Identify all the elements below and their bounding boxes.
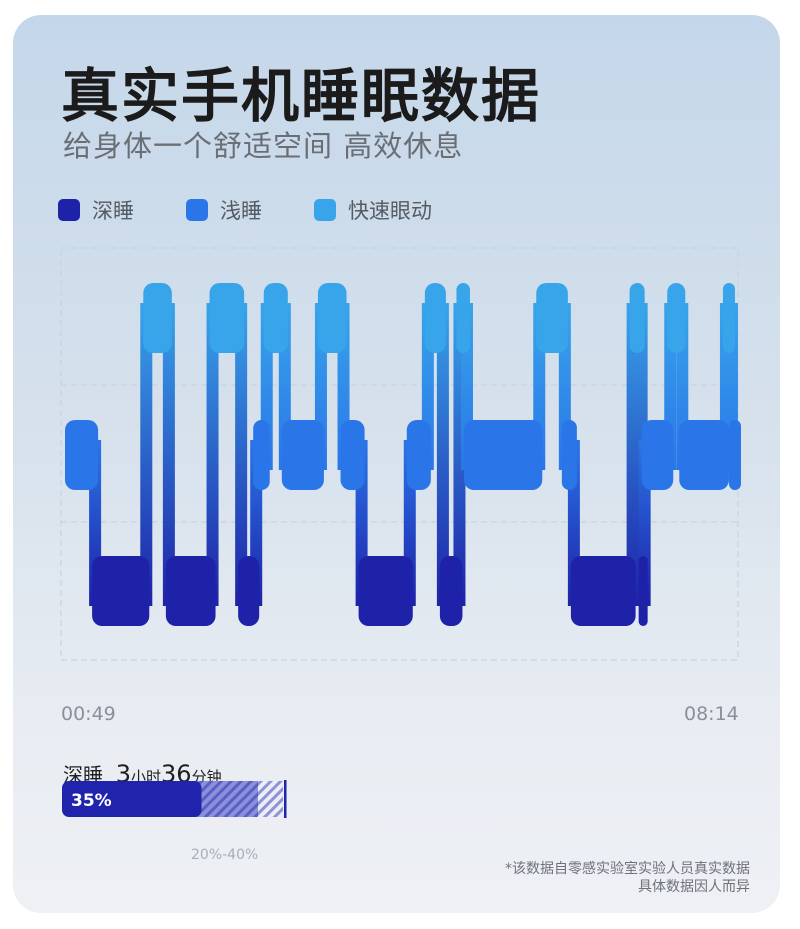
stage-transition bbox=[162, 303, 175, 606]
stage-segment bbox=[722, 283, 735, 353]
x-tick-end: 08:14 bbox=[684, 703, 739, 725]
stage-segment bbox=[209, 283, 245, 353]
stage-segment bbox=[281, 420, 324, 490]
x-tick-start: 00:49 bbox=[61, 703, 116, 725]
page-subtitle: 给身体一个舒适空间 高效休息 bbox=[63, 129, 464, 163]
legend: 深睡 浅睡 快速眼动 bbox=[58, 195, 484, 225]
stage-transition bbox=[436, 303, 449, 606]
stage-segment bbox=[317, 283, 347, 353]
stage-segment bbox=[629, 283, 645, 353]
stage-segment bbox=[165, 556, 216, 626]
stage-segment bbox=[456, 283, 470, 353]
card: 真实手机睡眠数据 给身体一个舒适空间 高效休息 深睡 浅睡 快速眼动 00:49… bbox=[13, 15, 780, 913]
stage-segment bbox=[238, 556, 260, 626]
bar-track-hatch-light bbox=[258, 781, 283, 817]
legend-swatch bbox=[58, 199, 80, 221]
sleep-chart bbox=[60, 247, 741, 661]
footnote-line: *该数据自零感实验室实验人员真实数据 bbox=[505, 861, 750, 877]
deep-sleep-bar: 35% bbox=[62, 780, 287, 818]
bar-percent-label: 35% bbox=[71, 791, 112, 811]
stage-segment bbox=[561, 420, 577, 490]
bar-fill bbox=[62, 781, 202, 817]
legend-item-light: 浅睡 bbox=[186, 195, 262, 225]
stage-segment bbox=[638, 556, 648, 626]
legend-label: 浅睡 bbox=[220, 199, 262, 223]
stage-segment bbox=[439, 556, 463, 626]
stage-segment bbox=[263, 283, 288, 353]
legend-label: 深睡 bbox=[92, 199, 134, 223]
legend-swatch bbox=[314, 199, 336, 221]
stage-segment bbox=[728, 420, 741, 490]
stage-segment bbox=[65, 420, 99, 490]
stage-segment bbox=[570, 556, 636, 626]
stage-segment bbox=[463, 420, 543, 490]
stage-segment bbox=[340, 420, 365, 490]
stage-segment bbox=[92, 556, 150, 626]
stage-transition bbox=[235, 303, 248, 606]
stage-segment bbox=[679, 420, 729, 490]
stage-segment bbox=[424, 283, 446, 353]
stage-segment bbox=[667, 283, 686, 353]
stage-transition bbox=[206, 303, 219, 606]
legend-item-deep: 深睡 bbox=[58, 195, 134, 225]
bar-range-end bbox=[284, 780, 287, 818]
page-title: 真实手机睡眠数据 bbox=[61, 62, 542, 130]
legend-swatch bbox=[186, 199, 208, 221]
stage-segment bbox=[641, 420, 674, 490]
legend-item-rem: 快速眼动 bbox=[314, 195, 432, 225]
footnote-line: 具体数据因人而异 bbox=[638, 879, 750, 895]
stage-segment bbox=[536, 283, 568, 353]
stage-segment bbox=[358, 556, 413, 626]
stage-transition bbox=[626, 303, 639, 606]
footnote: *该数据自零感实验室实验人员真实数据 具体数据因人而异 bbox=[505, 860, 750, 896]
stage-segment bbox=[253, 420, 270, 490]
stage-transition bbox=[140, 303, 153, 606]
legend-label: 快速眼动 bbox=[348, 199, 432, 223]
range-label: 20%-40% bbox=[191, 847, 259, 863]
stage-segment bbox=[406, 420, 431, 490]
stage-segment bbox=[143, 283, 172, 353]
